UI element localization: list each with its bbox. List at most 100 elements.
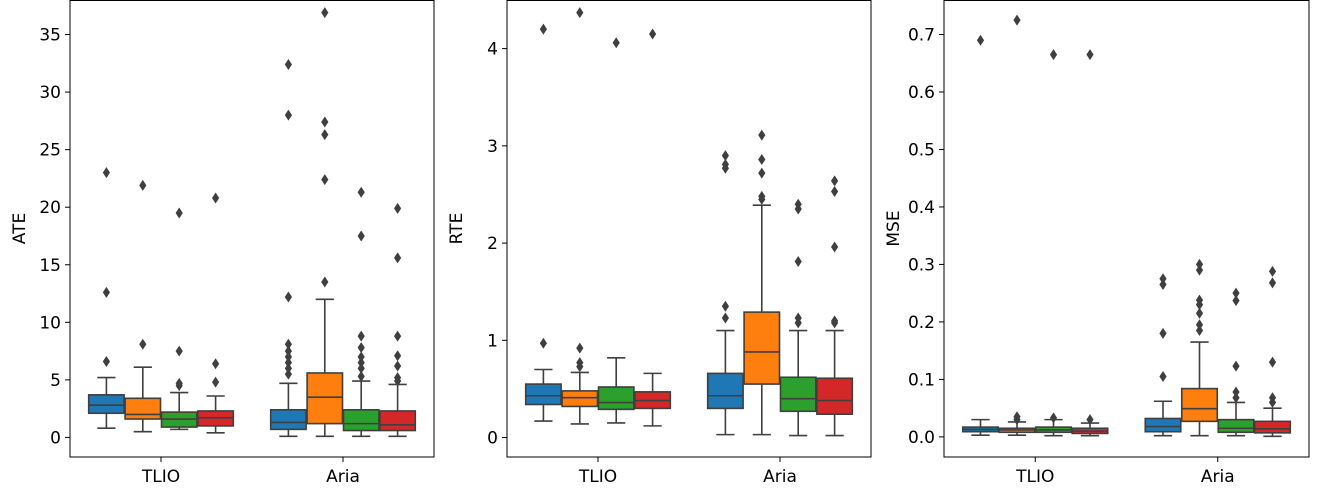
outlier-marker <box>321 7 329 19</box>
box-series-4-tlio <box>1071 49 1109 437</box>
outlier-marker <box>284 362 292 374</box>
y-tick-label: 2 <box>487 234 498 254</box>
box-series-4-tlio <box>634 28 672 427</box>
box-body <box>124 397 162 420</box>
outlier-marker <box>321 276 329 288</box>
outlier-marker <box>831 315 839 327</box>
x-tick-label: TLIO <box>578 467 617 487</box>
outlier-marker <box>1195 325 1204 337</box>
outlier-marker <box>758 129 766 141</box>
outlier-marker <box>831 175 839 187</box>
box-series-3-tlio <box>1034 49 1073 437</box>
y-axis-label: MSE <box>884 210 904 246</box>
y-tick-label: 30 <box>39 83 61 103</box>
box-body <box>561 390 599 408</box>
outlier-marker <box>976 34 985 46</box>
outlier-marker <box>1013 411 1021 423</box>
outlier-marker <box>321 129 329 141</box>
outlier-marker <box>794 198 802 210</box>
y-tick-label: 0.7 <box>908 25 935 45</box>
outlier-marker <box>102 167 110 179</box>
outlier-marker <box>1159 371 1167 383</box>
box-series-3-aria <box>342 186 380 438</box>
box-series-3-tlio <box>597 37 635 424</box>
y-tick-label: 3 <box>487 137 498 157</box>
box-series-3-tlio <box>160 207 198 431</box>
outlier-marker <box>394 330 402 342</box>
outlier-marker <box>321 174 329 186</box>
y-tick-label: 0.0 <box>908 428 935 448</box>
y-axis-label: ATE <box>10 213 30 244</box>
outlier-marker <box>721 312 729 324</box>
outlier-marker <box>794 256 802 268</box>
outlier-marker <box>175 207 183 219</box>
box-series-4-aria <box>816 175 854 437</box>
outlier-marker <box>831 241 839 253</box>
outlier-marker <box>394 252 402 264</box>
outlier-marker <box>1268 356 1277 368</box>
box-series-3-aria <box>779 198 817 437</box>
outlier-marker <box>1268 392 1277 404</box>
axes-frame <box>943 0 1310 458</box>
outlier-marker <box>394 202 402 214</box>
outlier-marker <box>539 337 547 349</box>
outlier-marker <box>175 345 183 357</box>
outlier-marker <box>758 167 766 179</box>
outlier-marker <box>1195 307 1204 319</box>
y-tick-label: 1 <box>487 331 498 351</box>
y-tick-label: 4 <box>487 40 498 60</box>
y-tick-label: 20 <box>39 198 61 218</box>
box-series-2-tlio <box>998 14 1036 436</box>
axes-frame <box>69 0 435 458</box>
outlier-marker <box>139 179 147 191</box>
y-axis-label: RTE <box>447 213 467 245</box>
outlier-marker <box>212 358 220 370</box>
box-body <box>816 377 854 416</box>
outlier-marker <box>1232 392 1240 404</box>
outlier-marker <box>1232 295 1240 307</box>
outlier-marker <box>357 362 365 374</box>
outlier-marker <box>357 330 365 342</box>
box-body <box>379 410 417 432</box>
outlier-marker <box>1195 319 1204 331</box>
box-body <box>597 386 635 411</box>
outlier-marker <box>284 351 292 363</box>
x-tick-label: Aria <box>763 467 797 487</box>
box-series-2-tlio <box>561 7 599 425</box>
y-tick-label: 35 <box>39 26 61 46</box>
box-series-2-aria <box>306 7 344 438</box>
box-body <box>1217 418 1255 434</box>
box-series-2-aria <box>743 129 781 436</box>
outlier-marker <box>721 300 729 312</box>
box-series-1-aria <box>706 150 744 436</box>
box-series-1-aria <box>269 58 307 438</box>
outlier-marker <box>212 376 220 388</box>
outlier-marker <box>721 158 729 170</box>
outlier-marker <box>1232 360 1240 372</box>
outlier-marker <box>1049 49 1058 61</box>
box-series-4-tlio <box>197 192 235 434</box>
y-tick-label: 0.2 <box>908 313 935 333</box>
box-series-3-aria <box>1217 287 1255 437</box>
box-series-1-tlio <box>87 167 125 430</box>
outlier-marker <box>212 192 220 204</box>
box-series-2-aria <box>1180 258 1219 437</box>
y-tick-label: 0.3 <box>908 255 935 275</box>
outlier-marker <box>357 186 365 198</box>
x-tick-label: TLIO <box>1015 467 1054 487</box>
y-tick-label: 25 <box>39 141 61 161</box>
outlier-marker <box>284 58 292 70</box>
outlier-marker <box>612 37 620 49</box>
box-body <box>342 409 380 432</box>
outlier-marker <box>1086 414 1094 426</box>
outlier-marker <box>1195 264 1204 276</box>
box-body <box>779 376 817 413</box>
outlier-marker <box>284 109 292 121</box>
chart-panel-2: 0 1 2 3 4 RTE TLIO Aria <box>447 0 872 487</box>
y-tick-label: 0.1 <box>908 370 935 390</box>
outlier-marker <box>357 370 365 382</box>
outlier-marker <box>394 360 402 372</box>
outlier-marker <box>1268 277 1277 289</box>
outlier-marker <box>758 153 766 165</box>
y-tick-label: 15 <box>39 256 61 276</box>
